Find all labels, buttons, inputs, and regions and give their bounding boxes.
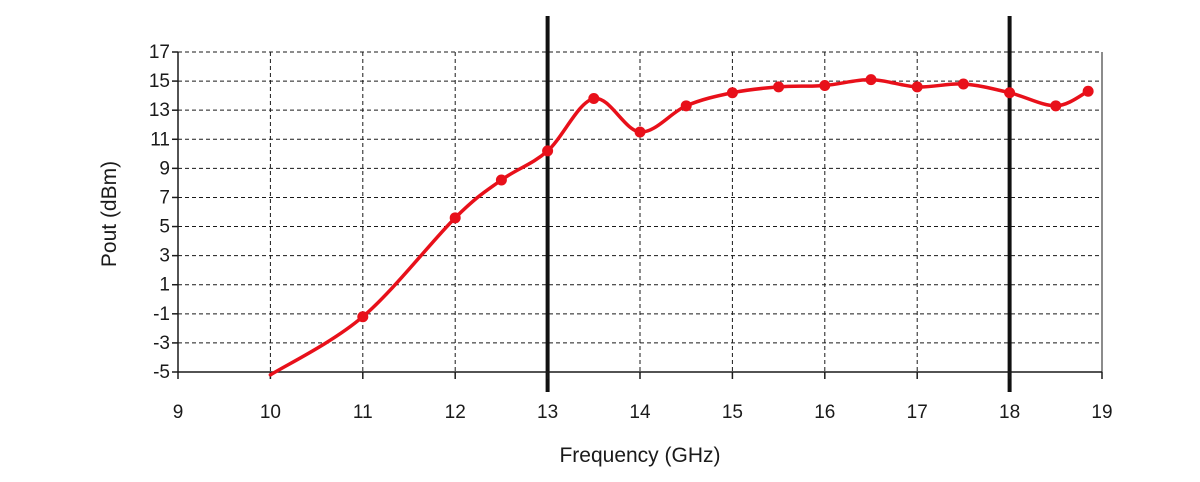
y-tick-label: 5: [159, 217, 170, 238]
data-point: [957, 78, 969, 90]
x-tick-label: 12: [445, 402, 466, 423]
band-marker-lines: [545, 16, 1012, 392]
axes: [172, 51, 1103, 379]
data-point: [726, 87, 738, 99]
x-tick-label: 11: [353, 402, 373, 423]
y-tick-label: 3: [159, 246, 170, 267]
x-tick-label: 9: [173, 402, 184, 423]
x-tick-label: 15: [722, 402, 743, 423]
series: [268, 74, 1094, 377]
data-point: [542, 145, 554, 157]
y-tick-label: 13: [149, 100, 170, 121]
data-point: [357, 311, 369, 323]
y-tick-label: -3: [153, 333, 170, 354]
y-axis-title: Pout (dBm): [98, 161, 121, 267]
x-axis-title: Frequency (GHz): [559, 444, 720, 467]
y-tick-label: 11: [150, 129, 170, 150]
y-tick-label: 1: [159, 275, 170, 296]
data-point: [634, 126, 646, 138]
data-point: [1004, 87, 1016, 99]
data-point: [1082, 85, 1094, 97]
data-point: [865, 74, 877, 86]
y-tick-label: 9: [159, 158, 170, 179]
data-point: [495, 174, 507, 186]
x-tick-label: 14: [629, 402, 651, 423]
data-point: [773, 81, 785, 93]
data-point: [588, 93, 600, 105]
series-line: [268, 77, 1090, 377]
x-tick-label: 16: [814, 402, 835, 423]
x-tick-label: 17: [907, 402, 928, 423]
data-point: [1050, 100, 1062, 112]
data-point: [680, 100, 692, 112]
x-tick-label: 13: [537, 402, 558, 423]
y-tick-label: 15: [149, 71, 170, 92]
y-tick-label: 7: [159, 187, 170, 208]
x-tick-label: 19: [1091, 402, 1112, 423]
y-tick-label: -1: [153, 304, 170, 325]
x-tick-label: 18: [999, 402, 1020, 423]
data-point: [911, 81, 923, 93]
x-tick-label: 10: [260, 402, 281, 423]
data-point: [449, 212, 461, 224]
grid: [178, 51, 1102, 372]
data-point: [819, 79, 831, 91]
y-tick-label: -5: [153, 362, 170, 383]
y-tick-label: 17: [149, 42, 170, 63]
